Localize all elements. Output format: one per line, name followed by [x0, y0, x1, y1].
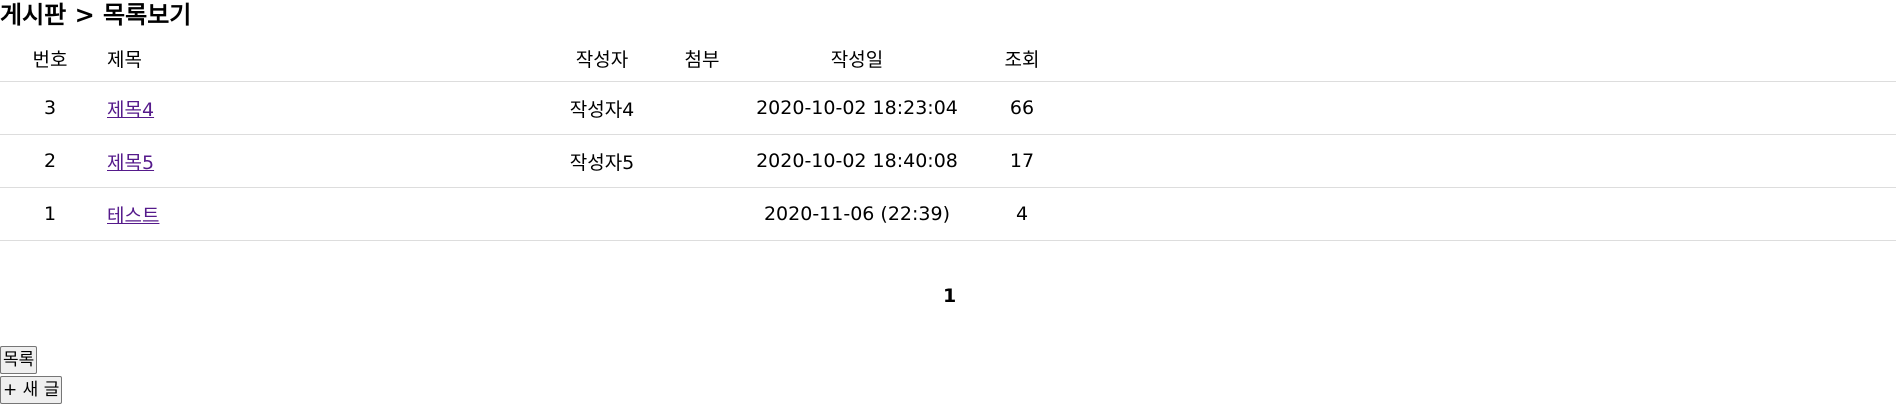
row-num: 3	[0, 81, 100, 135]
list-button[interactable]: 목록	[0, 346, 38, 374]
row-attach	[667, 187, 737, 241]
row-date: 2020-10-02 18:40:08	[737, 134, 977, 188]
row-writer: 작성자5	[537, 134, 667, 188]
header-writer: 작성자	[537, 35, 667, 82]
header-title: 제목	[100, 35, 537, 82]
row-date: 2020-11-06 (22:39)	[737, 187, 977, 241]
row-title-cell: 제목4	[100, 81, 537, 135]
table-row: 1 테스트 2020-11-06 (22:39) 4	[0, 187, 1896, 241]
page-title: 게시판 > 목록보기	[0, 1, 192, 29]
row-writer	[537, 187, 667, 241]
row-spacer	[1067, 187, 1896, 241]
header-attach: 첨부	[667, 35, 737, 82]
post-title-link[interactable]: 제목5	[107, 151, 155, 174]
pagination: 1	[0, 283, 1896, 309]
row-attach	[667, 81, 737, 135]
row-views: 4	[977, 187, 1067, 241]
table-header-row: 번호 제목 작성자 첨부 작성일 조회	[0, 35, 1896, 82]
row-views: 17	[977, 134, 1067, 188]
header-date: 작성일	[737, 35, 977, 82]
row-writer: 작성자4	[537, 81, 667, 135]
row-num: 1	[0, 187, 100, 241]
row-title-cell: 제목5	[100, 134, 537, 188]
row-date: 2020-10-02 18:23:04	[737, 81, 977, 135]
header-num: 번호	[0, 35, 100, 82]
row-title-cell: 테스트	[100, 187, 537, 241]
post-title-link[interactable]: 테스트	[107, 204, 160, 227]
row-num: 2	[0, 134, 100, 188]
table-row: 3 제목4 작성자4 2020-10-02 18:23:04 66	[0, 81, 1896, 135]
table-row: 2 제목5 작성자5 2020-10-02 18:40:08 17	[0, 134, 1896, 188]
page-number-current[interactable]: 1	[943, 285, 957, 307]
post-title-link[interactable]: 제목4	[107, 98, 155, 121]
header-views: 조회	[977, 35, 1067, 82]
row-attach	[667, 134, 737, 188]
new-post-button[interactable]: + 새 글	[0, 376, 63, 404]
row-spacer	[1067, 81, 1896, 135]
header-spacer	[1067, 35, 1896, 82]
row-views: 66	[977, 81, 1067, 135]
row-spacer	[1067, 134, 1896, 188]
post-list-table: 번호 제목 작성자 첨부 작성일 조회 3 제목4 작성자4 2020-10-0…	[0, 35, 1896, 241]
